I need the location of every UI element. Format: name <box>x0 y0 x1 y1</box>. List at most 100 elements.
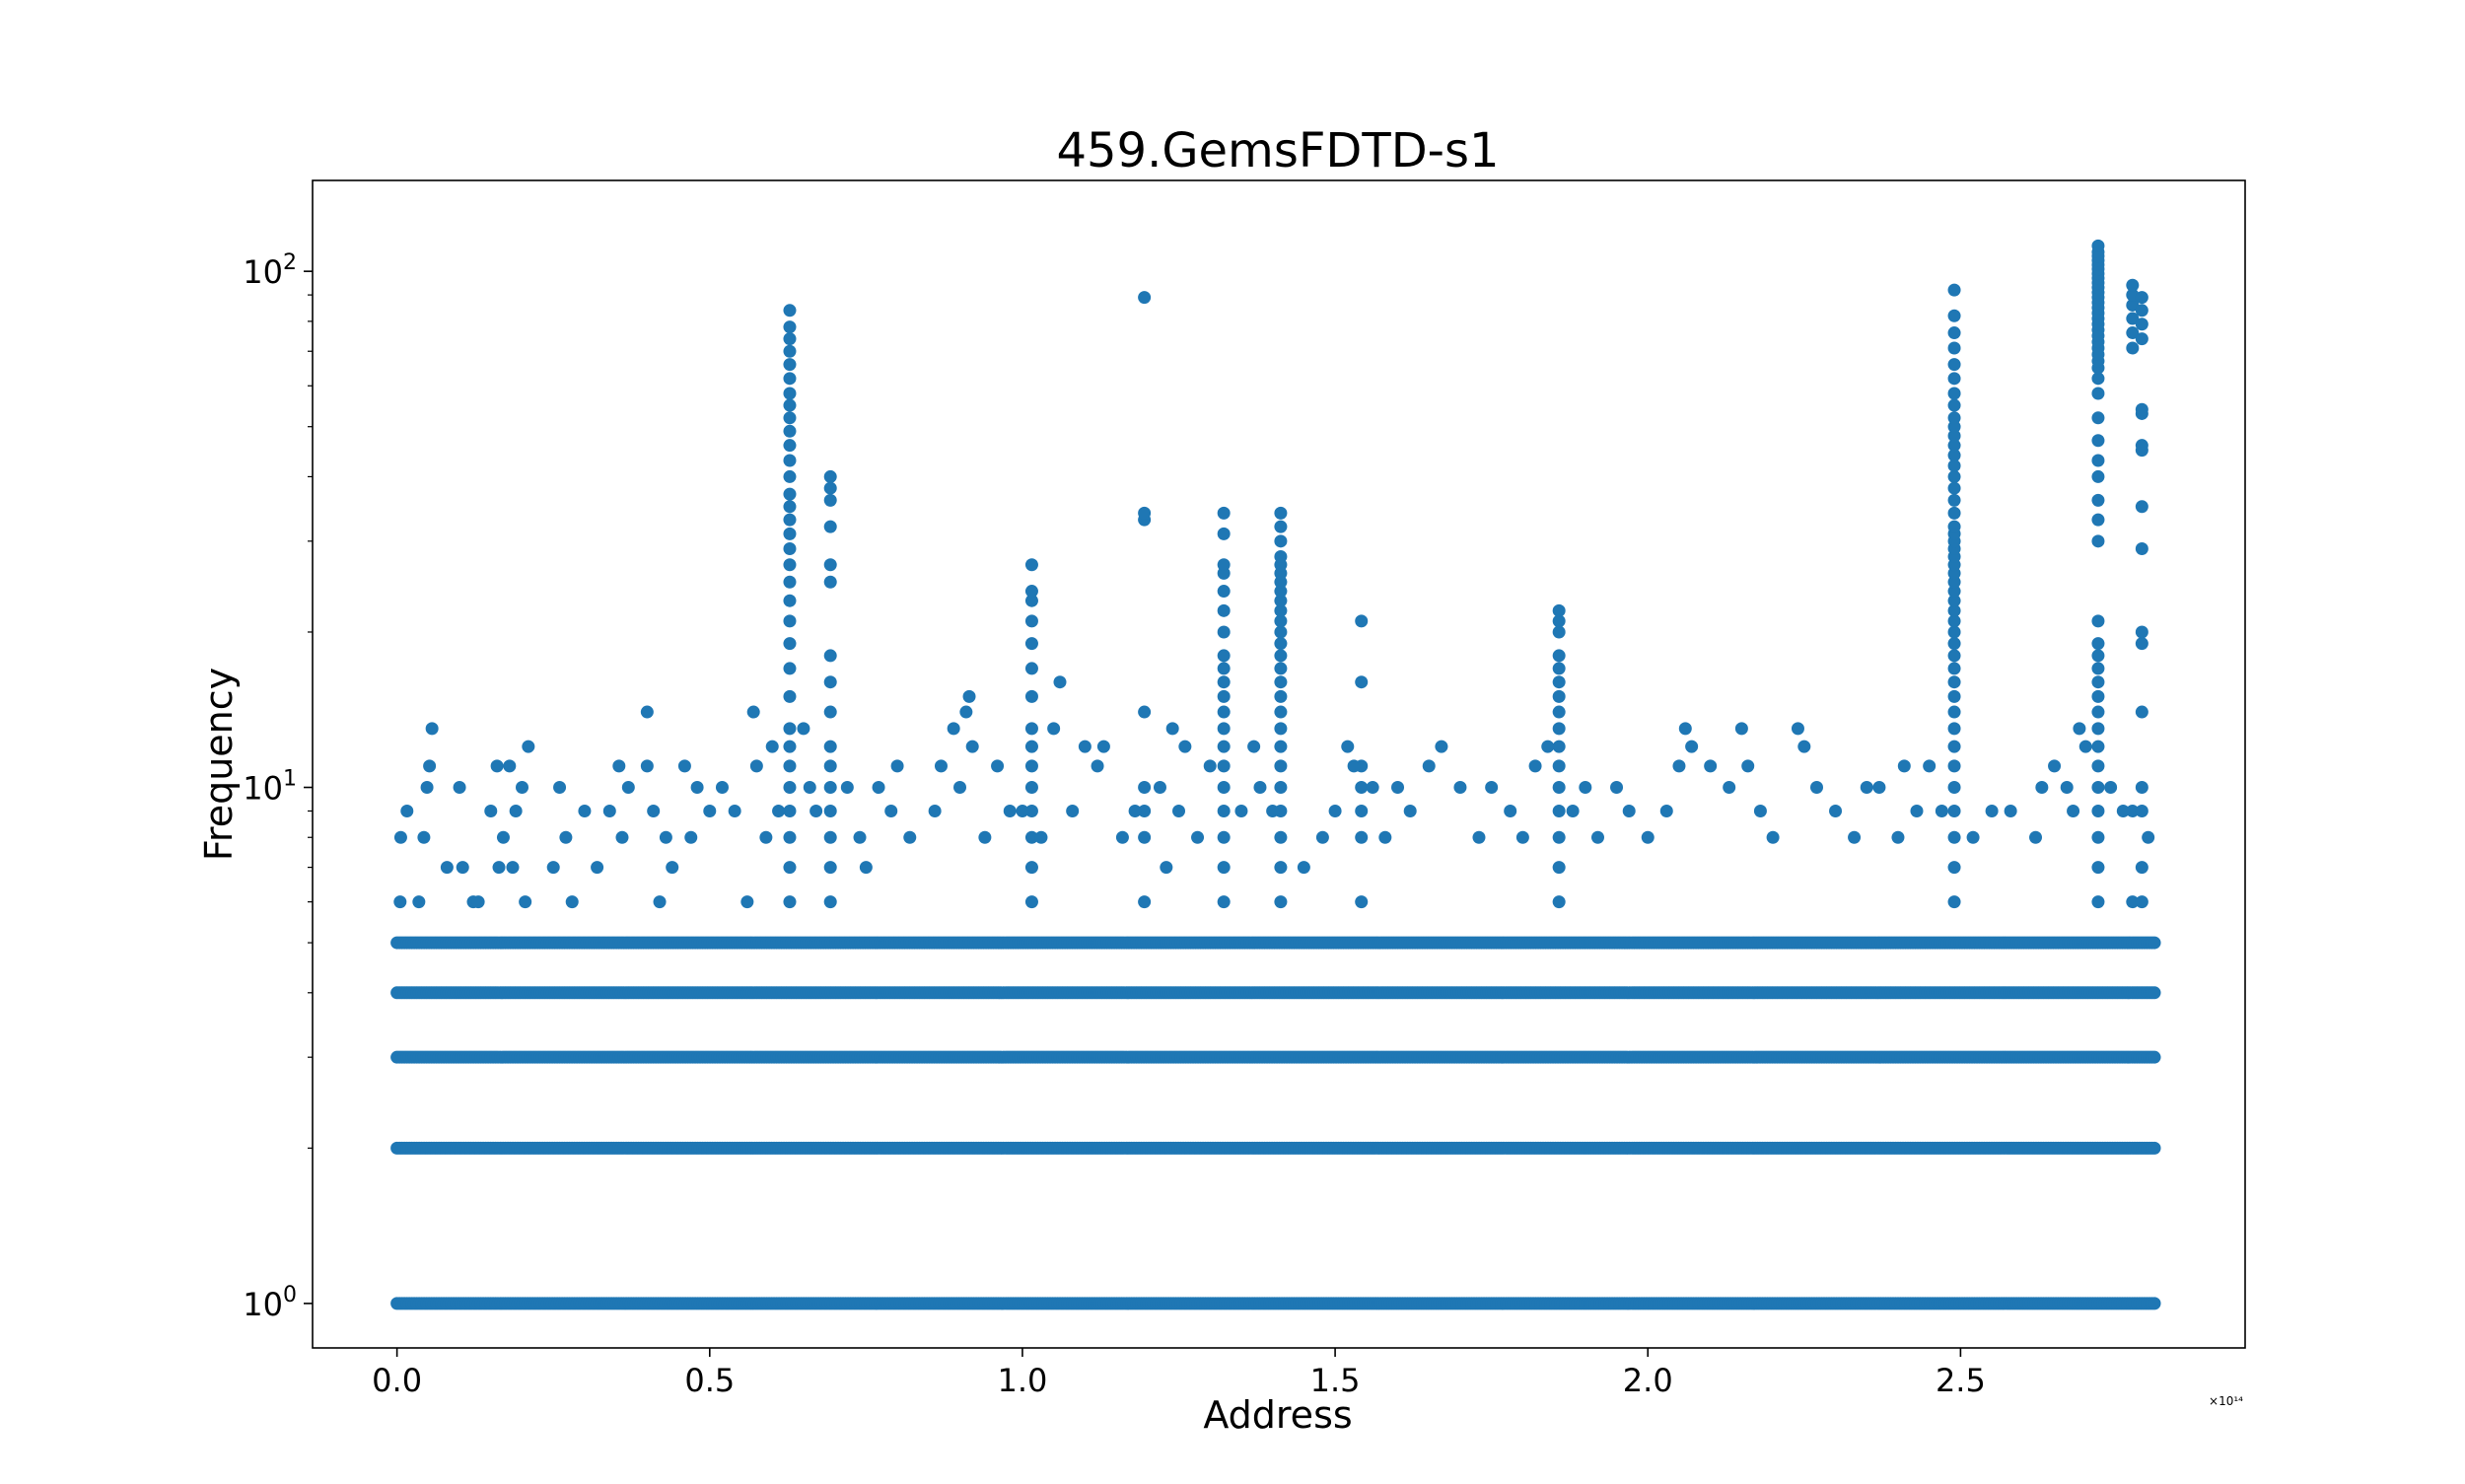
column-point <box>783 558 797 572</box>
column-point <box>1552 895 1566 909</box>
scatter-point <box>1191 830 1205 844</box>
column-point <box>1138 830 1152 844</box>
scatter-point <box>1034 830 1048 844</box>
column-point <box>2135 804 2148 817</box>
column-point <box>1947 326 1961 340</box>
column-point <box>1217 585 1231 599</box>
scatter-point <box>1234 804 1248 817</box>
scatter-point <box>612 759 626 773</box>
scatter-point <box>484 804 498 817</box>
scatter-point <box>1504 804 1517 817</box>
column-point <box>1274 649 1288 663</box>
column-point <box>1947 575 1961 589</box>
scatter-point <box>1891 830 1905 844</box>
column-point <box>1947 341 1961 355</box>
scatter-point <box>903 830 917 844</box>
column-point <box>823 575 837 589</box>
column-point <box>1947 830 1961 844</box>
column-point <box>1947 506 1961 520</box>
scatter-point <box>1203 759 1217 773</box>
scatter-point <box>490 759 504 773</box>
column-point <box>2091 830 2105 844</box>
column-point <box>1355 895 1369 909</box>
column-point <box>2091 804 2105 817</box>
scatter-point <box>440 861 454 875</box>
x-axis-label: Address <box>1203 1393 1352 1437</box>
scatter-point <box>677 759 691 773</box>
column-point <box>1947 429 1961 443</box>
scatter-point <box>2078 740 2092 753</box>
column-point <box>1274 895 1288 909</box>
column-point <box>1947 625 1961 639</box>
scatter-point <box>471 895 485 909</box>
column-point <box>1947 283 1961 297</box>
column-point <box>2091 637 2105 651</box>
column-point <box>1947 387 1961 400</box>
scatter-point <box>1704 759 1718 773</box>
column-point <box>1024 594 1038 607</box>
column-point <box>823 481 837 495</box>
scatter-point <box>872 781 885 795</box>
column-point <box>1024 722 1038 736</box>
column-point <box>783 804 797 817</box>
column-point <box>783 575 797 589</box>
scatter-point <box>728 804 741 817</box>
scatter-point <box>417 830 431 844</box>
scatter-point <box>425 722 439 736</box>
scatter-point <box>840 781 854 795</box>
scatter-point <box>1935 804 1948 817</box>
y-tick-label: 102 <box>243 250 297 291</box>
column-point <box>1355 675 1369 689</box>
column-point <box>1947 520 1961 533</box>
column-point <box>1217 689 1231 703</box>
column-point <box>2091 722 2105 736</box>
scatter-point <box>853 830 867 844</box>
x-tick-label: 1.5 <box>1310 1362 1361 1399</box>
scatter-point <box>1515 830 1529 844</box>
scatter-point <box>1066 804 1080 817</box>
column-point <box>783 320 797 334</box>
scatter-point <box>1797 740 1811 753</box>
column-point <box>783 304 797 318</box>
column-point <box>823 830 837 844</box>
column-point <box>1217 506 1231 520</box>
scatter-point <box>492 861 506 875</box>
scatter-point <box>1047 722 1061 736</box>
column-point <box>1274 689 1288 703</box>
column-point <box>1947 689 1961 703</box>
column-point <box>1274 549 1288 563</box>
column-point <box>1552 861 1566 875</box>
column-point <box>2091 781 2105 795</box>
column-point <box>1274 759 1288 773</box>
y-axis-label: Frequency <box>197 668 241 861</box>
column-point <box>1552 603 1566 617</box>
scatter-point <box>565 895 579 909</box>
scatter-point <box>1659 804 1673 817</box>
column-point <box>783 411 797 425</box>
column-point <box>1355 614 1369 628</box>
scatter-point <box>965 740 979 753</box>
scatter-point <box>1091 759 1104 773</box>
column-point <box>1217 722 1231 736</box>
column-point <box>1274 722 1288 736</box>
column-point <box>1024 804 1038 817</box>
scatter-point <box>423 759 437 773</box>
scatter-point <box>2073 722 2086 736</box>
column-point <box>1947 594 1961 607</box>
column-point <box>2135 332 2148 346</box>
column-point <box>1552 740 1566 753</box>
column-point <box>1217 675 1231 689</box>
column-point <box>783 358 797 372</box>
scatter-point <box>1610 781 1624 795</box>
scatter-point <box>453 781 466 795</box>
column-point <box>1274 740 1288 753</box>
column-point <box>2091 705 2105 719</box>
column-point <box>1947 439 1961 453</box>
scatter-point <box>759 830 773 844</box>
column-point <box>1274 705 1288 719</box>
column-point <box>1217 705 1231 719</box>
column-point <box>1138 804 1152 817</box>
column-point <box>1552 781 1566 795</box>
column-point <box>1024 740 1038 753</box>
